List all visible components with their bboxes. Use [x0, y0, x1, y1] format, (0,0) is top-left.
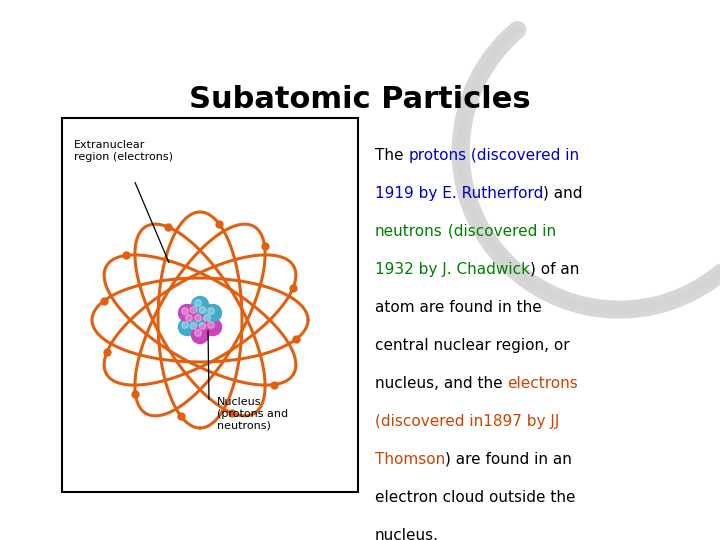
Text: Nucleus
(protons and
neutrons): Nucleus (protons and neutrons)	[217, 397, 288, 430]
Circle shape	[192, 327, 209, 343]
Circle shape	[181, 308, 189, 314]
Circle shape	[186, 315, 192, 321]
Circle shape	[192, 296, 209, 314]
Text: central nuclear region, or: central nuclear region, or	[375, 338, 570, 353]
Circle shape	[190, 307, 197, 313]
Circle shape	[187, 320, 204, 336]
Text: (discovered in: (discovered in	[467, 148, 580, 163]
Circle shape	[199, 307, 206, 313]
Text: ) are found in an: ) are found in an	[445, 452, 572, 467]
Text: atom are found in the: atom are found in the	[375, 300, 541, 315]
Circle shape	[190, 322, 197, 329]
Circle shape	[194, 315, 202, 321]
Text: electrons: electrons	[508, 376, 578, 391]
Text: ) of an: ) of an	[530, 262, 580, 277]
Circle shape	[194, 329, 202, 336]
Text: neutrons: neutrons	[375, 224, 443, 239]
Circle shape	[181, 322, 189, 328]
Circle shape	[200, 312, 217, 328]
Text: ) and: ) and	[544, 186, 583, 201]
Bar	[62, 118, 358, 492]
Text: The: The	[375, 148, 408, 163]
Text: Extranuclear
region (electrons): Extranuclear region (electrons)	[74, 140, 173, 161]
Circle shape	[204, 305, 222, 321]
Circle shape	[204, 315, 210, 321]
Circle shape	[196, 320, 213, 336]
Circle shape	[199, 322, 206, 329]
Circle shape	[187, 303, 204, 321]
Text: 1919 by E. Rutherford: 1919 by E. Rutherford	[375, 186, 544, 201]
Text: Subatomic Particles: Subatomic Particles	[189, 85, 531, 114]
Text: protons: protons	[408, 148, 467, 163]
Circle shape	[196, 303, 213, 321]
Circle shape	[204, 319, 222, 335]
Circle shape	[182, 312, 199, 328]
Text: nucleus, and the: nucleus, and the	[375, 376, 508, 391]
Circle shape	[179, 319, 196, 335]
Text: electron cloud outside the: electron cloud outside the	[375, 490, 575, 505]
Text: (discovered in: (discovered in	[443, 224, 556, 239]
Circle shape	[207, 322, 215, 328]
Text: 1932 by J. Chadwick: 1932 by J. Chadwick	[375, 262, 530, 277]
Text: nucleus.: nucleus.	[375, 528, 439, 540]
Circle shape	[192, 312, 209, 328]
Text: Thomson: Thomson	[375, 452, 445, 467]
Circle shape	[207, 308, 215, 314]
Circle shape	[194, 300, 202, 306]
Text: (discovered in1897 by JJ: (discovered in1897 by JJ	[375, 414, 559, 429]
Circle shape	[179, 305, 196, 321]
